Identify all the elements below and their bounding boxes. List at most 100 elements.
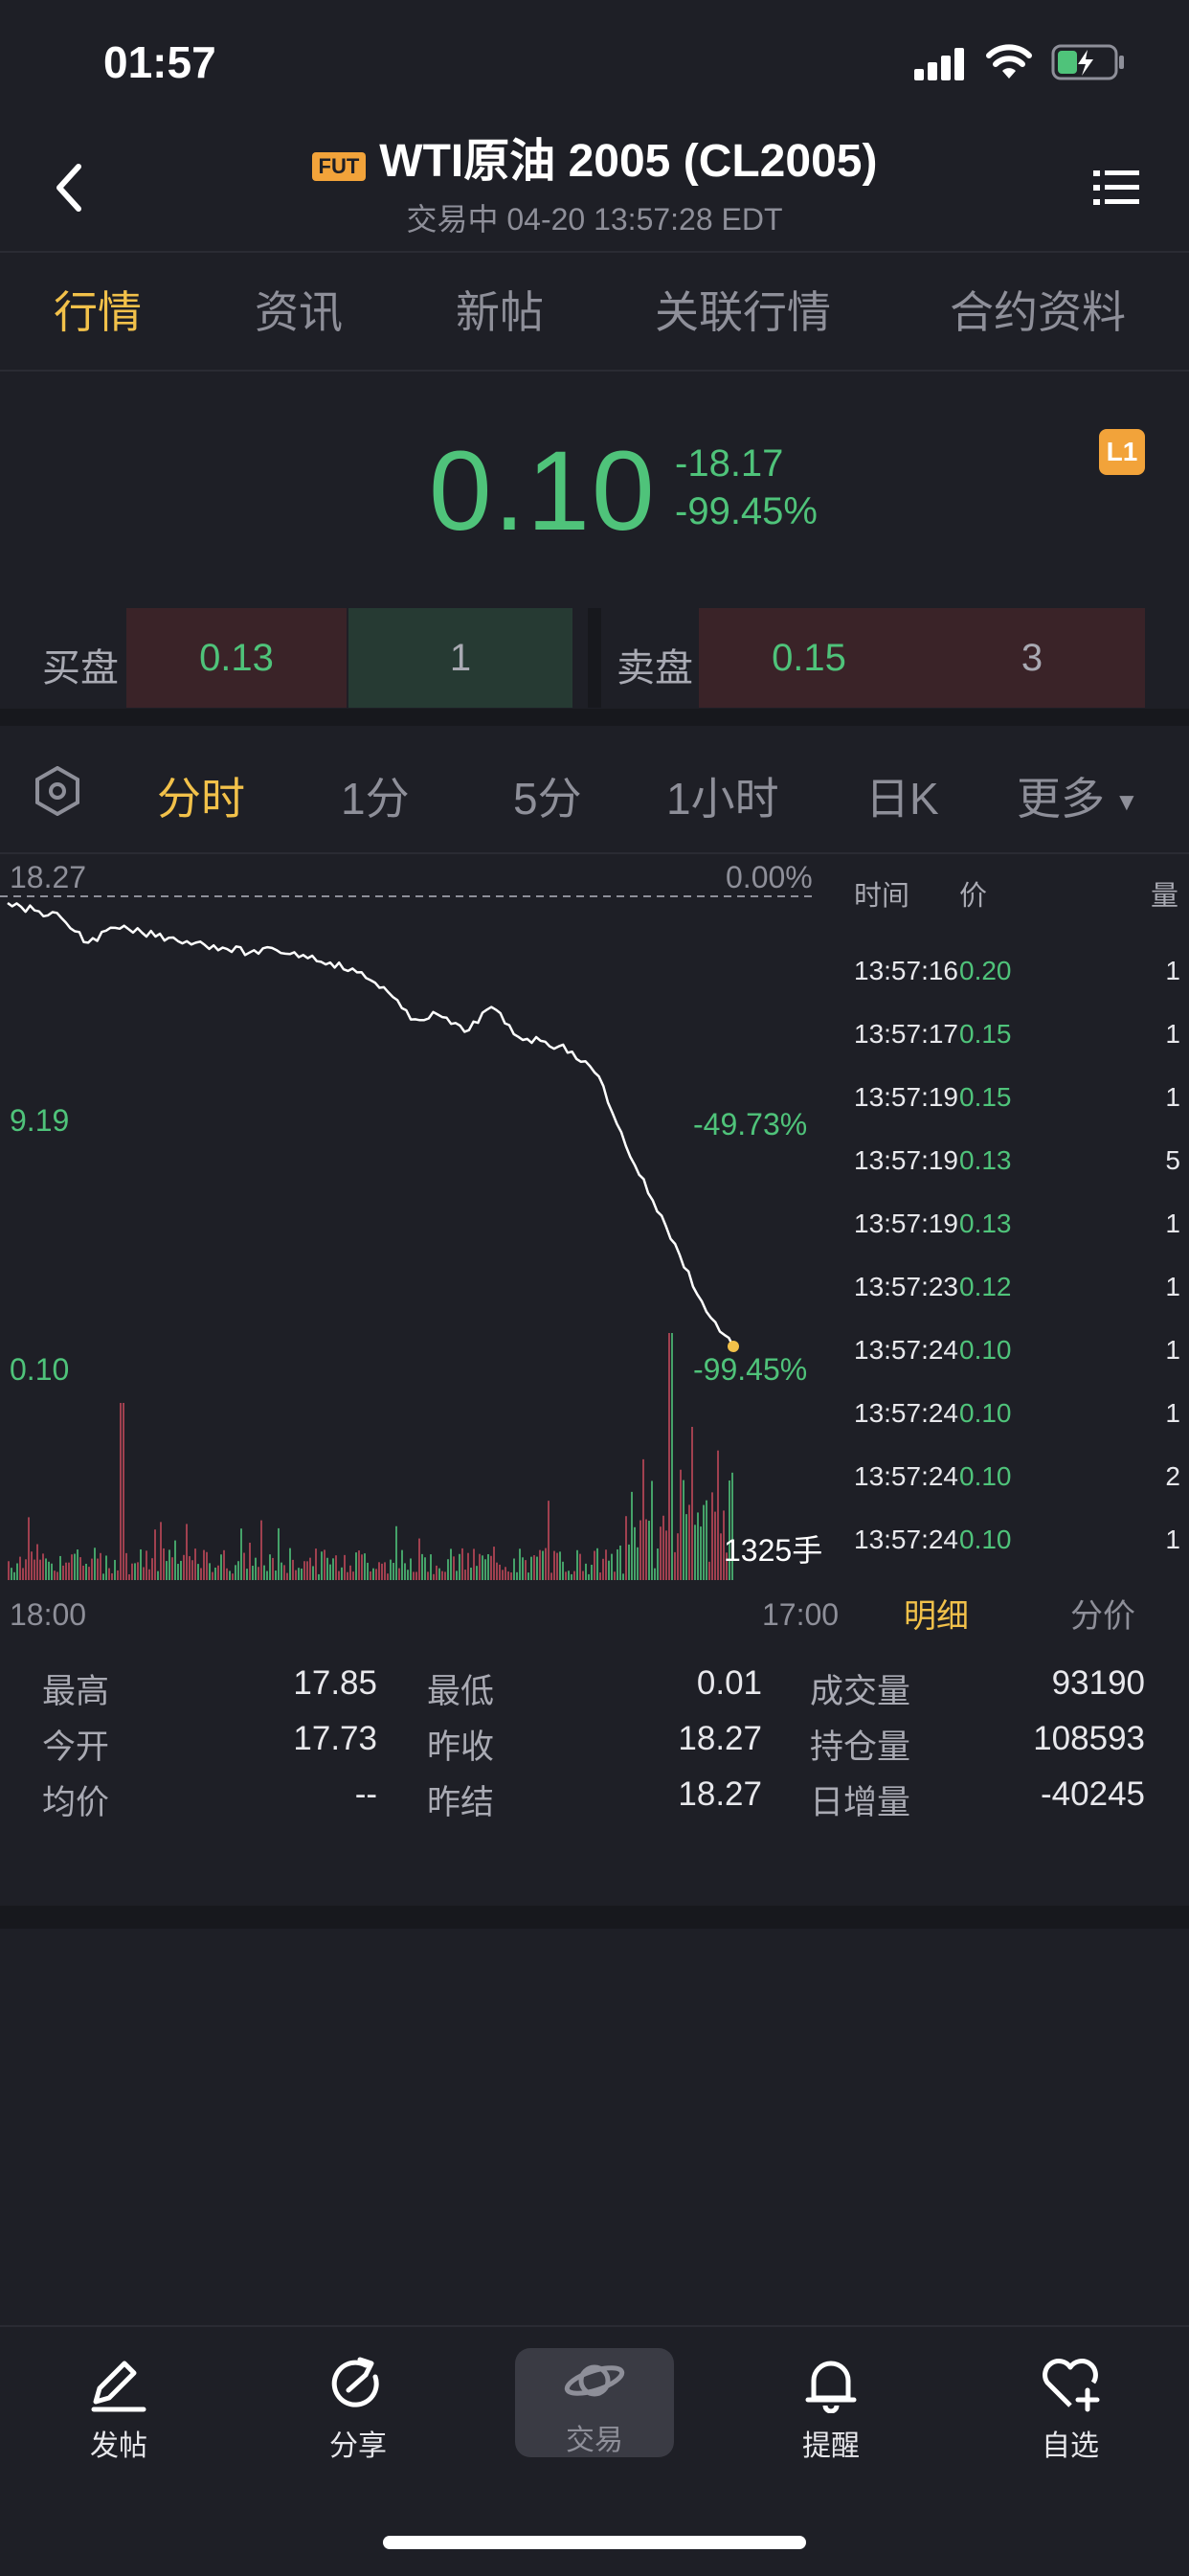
volume-bar: [358, 1550, 360, 1580]
volume-bar: [303, 1561, 305, 1580]
volume-bar: [519, 1548, 521, 1580]
volume-bar: [407, 1570, 409, 1580]
period-more[interactable]: 更多 ▼: [1017, 764, 1139, 827]
intraday-chart[interactable]: [0, 854, 842, 1601]
list-menu-icon[interactable]: [1093, 165, 1139, 211]
tab-trade-detail[interactable]: 明细: [904, 1598, 969, 1635]
volume-bar: [39, 1559, 41, 1580]
volume-bar: [697, 1512, 699, 1580]
volume-bar: [349, 1565, 351, 1580]
volume-bar: [660, 1526, 662, 1580]
volume-bar: [237, 1561, 239, 1580]
period-1hour[interactable]: 1小时: [666, 774, 779, 824]
volume-bar: [490, 1555, 492, 1580]
tab-related-quotes[interactable]: 关联行情: [655, 287, 831, 337]
volume-bar: [102, 1573, 104, 1580]
volume-bar: [642, 1458, 644, 1580]
chart-svg: [0, 895, 814, 1580]
volume-bar: [559, 1551, 561, 1580]
volume-bar: [384, 1562, 386, 1580]
price-change: -18.17: [675, 442, 784, 485]
volume-bar: [502, 1570, 504, 1580]
volume-bar: [123, 1403, 124, 1580]
y-axis-top-label: 18.27: [10, 860, 87, 894]
tick-time: 13:57:19: [854, 1145, 958, 1175]
volume-bar: [467, 1552, 469, 1580]
pct-axis-top-label: 0.00%: [726, 860, 813, 894]
bid-quantity: 1: [348, 608, 572, 708]
tab-posts[interactable]: 新帖: [456, 287, 544, 337]
stat-value: 0.01: [696, 1664, 762, 1702]
back-icon[interactable]: [50, 159, 92, 216]
tick-time: 13:57:16: [854, 956, 958, 985]
volume-bar: [634, 1526, 636, 1580]
volume-bar: [393, 1562, 394, 1580]
stat-label: 均价: [42, 1784, 110, 1821]
level1-badge[interactable]: L1: [1099, 429, 1145, 475]
period-5min[interactable]: 5分: [513, 774, 582, 824]
bell-icon: [805, 2361, 857, 2414]
volume-bar: [309, 1557, 311, 1580]
volume-bar: [505, 1567, 506, 1580]
volume-bar: [128, 1573, 130, 1580]
x-axis-start-label: 18:00: [10, 1597, 87, 1632]
volume-bar: [390, 1559, 392, 1580]
volume-bar: [447, 1559, 449, 1580]
tick-price: 0.15: [959, 1019, 1012, 1049]
volume-bar: [263, 1565, 265, 1580]
volume-bar: [56, 1571, 58, 1580]
volume-bar: [527, 1572, 529, 1580]
orderbook-divider: [588, 608, 601, 708]
tick-row: 13:57:16 0.20 1: [854, 956, 1184, 1019]
volume-bar: [516, 1571, 518, 1580]
tick-price: 0.13: [959, 1209, 1012, 1238]
volume-bar: [335, 1555, 337, 1580]
tick-time: 13:57:24: [854, 1335, 958, 1365]
tab-contract-info[interactable]: 合约资料: [950, 287, 1126, 337]
tab-price-distribution[interactable]: 分价: [1070, 1598, 1135, 1635]
volume-bar: [430, 1554, 432, 1580]
stat-value: 17.73: [293, 1720, 377, 1757]
nav-trade[interactable]: 交易: [515, 2348, 674, 2457]
nav-share[interactable]: 分享: [281, 2356, 435, 2464]
tick-qty: 1: [1165, 956, 1180, 985]
volume-bar: [125, 1552, 127, 1580]
volume-bar: [292, 1559, 294, 1580]
volume-bar: [433, 1573, 435, 1580]
volume-bar: [59, 1555, 61, 1580]
nav-alert[interactable]: 提醒: [754, 2356, 908, 2464]
pencil-icon: [91, 2361, 146, 2412]
x-axis-end-label: 17:00: [762, 1597, 840, 1632]
volume-bar: [582, 1570, 584, 1580]
nav-post-label: 发帖: [90, 2430, 147, 2462]
chart-settings-icon[interactable]: [34, 766, 80, 816]
volume-bar: [674, 1551, 676, 1580]
period-daily[interactable]: 日K: [865, 774, 939, 824]
period-intraday[interactable]: 分时: [157, 774, 245, 824]
volume-bar: [217, 1565, 219, 1580]
volume-bar: [206, 1551, 208, 1580]
volume-bar: [13, 1571, 15, 1580]
tick-row: 13:57:24 0.10 1: [854, 1398, 1184, 1461]
volume-bar: [657, 1548, 659, 1580]
volume-bar: [602, 1558, 604, 1580]
volume-bar: [11, 1568, 12, 1580]
volume-bar: [427, 1571, 429, 1580]
last-price-dot: [728, 1341, 739, 1352]
volume-bar: [235, 1565, 236, 1580]
period-1min[interactable]: 1分: [341, 774, 410, 824]
volume-bar: [703, 1504, 705, 1580]
tab-quote[interactable]: 行情: [54, 287, 142, 337]
volume-bar: [370, 1571, 371, 1580]
tab-news[interactable]: 资讯: [255, 287, 343, 337]
period-more-label: 更多: [1017, 774, 1105, 824]
volume-bar: [203, 1549, 205, 1580]
nav-watchlist[interactable]: 自选: [994, 2356, 1147, 2464]
volume-bar: [295, 1570, 297, 1580]
volume-bar: [450, 1548, 452, 1580]
nav-post[interactable]: 发帖: [42, 2356, 195, 2464]
volume-bar: [108, 1568, 110, 1580]
volume-bar: [731, 1472, 733, 1580]
volume-bar: [617, 1548, 618, 1580]
volume-bar: [579, 1553, 581, 1580]
